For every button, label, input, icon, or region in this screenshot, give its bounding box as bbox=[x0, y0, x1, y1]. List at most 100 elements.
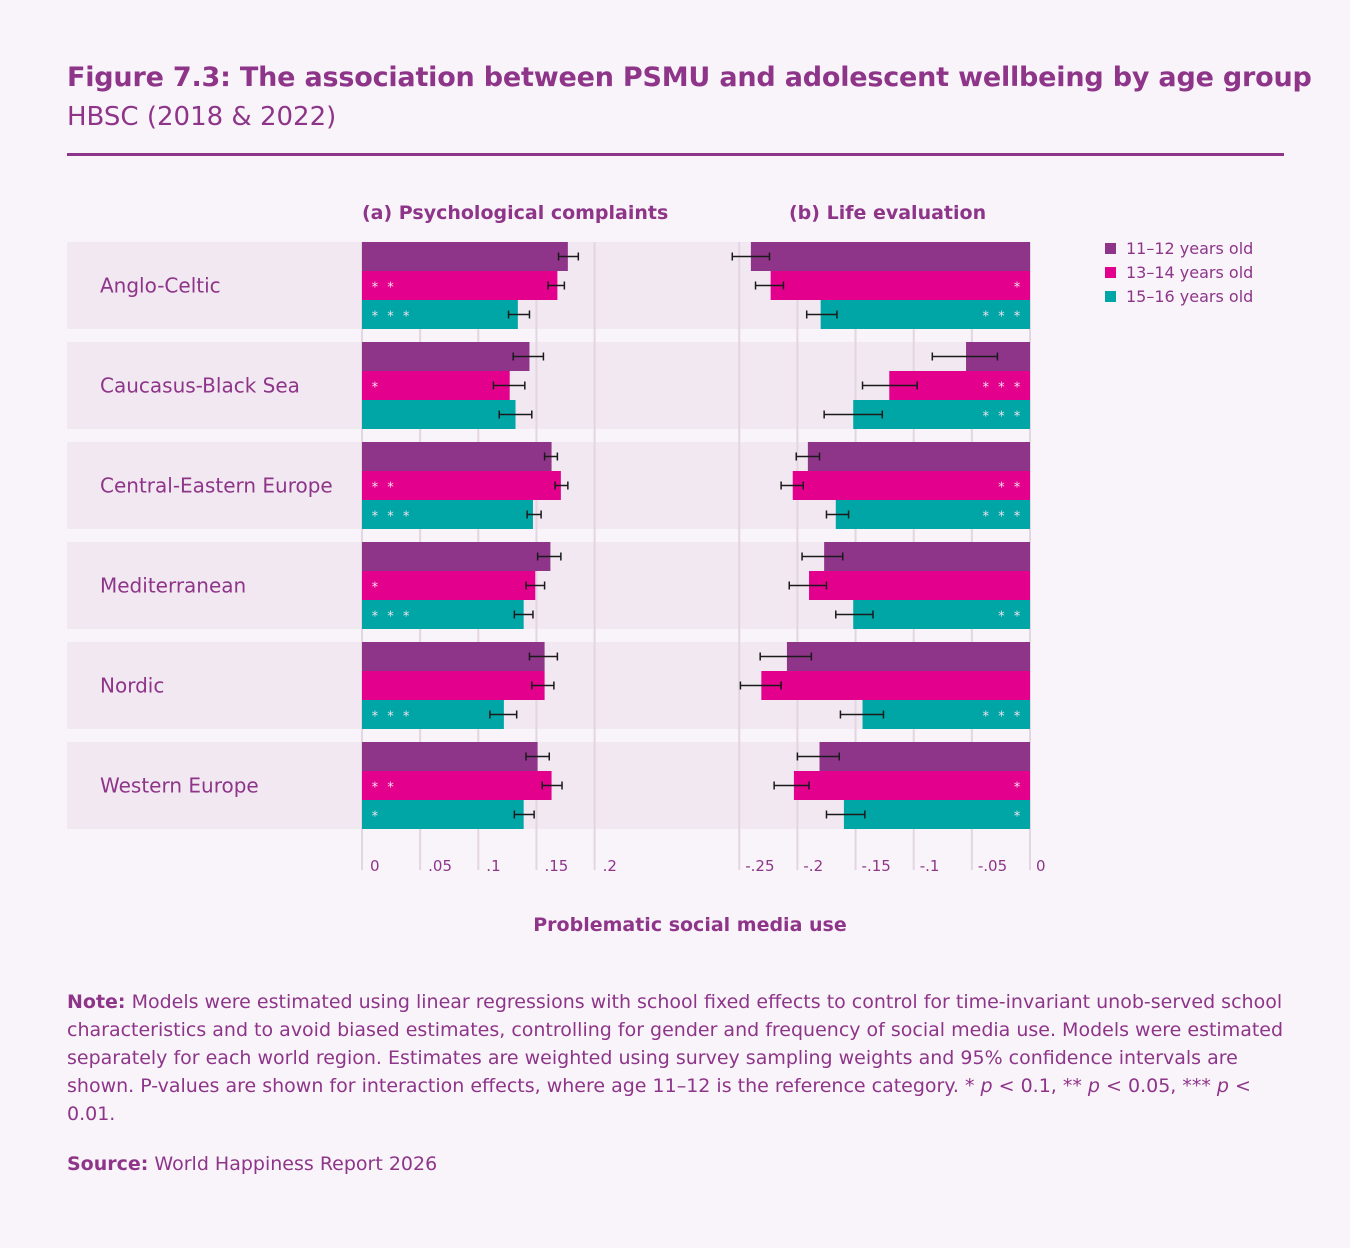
note-text-4: < 0.01. bbox=[67, 1075, 1251, 1125]
region-labels: Anglo-Celtic Caucasus-Black Sea Central-Ea… bbox=[100, 274, 333, 798]
significance-stars: * * * bbox=[371, 510, 410, 525]
significance-stars: * bbox=[1013, 810, 1021, 825]
significance-stars: * bbox=[1013, 781, 1021, 796]
bar bbox=[362, 371, 510, 400]
bar bbox=[362, 500, 533, 529]
note-text-3: < 0.05, *** bbox=[1099, 1075, 1217, 1097]
bar bbox=[362, 671, 545, 700]
bar bbox=[819, 742, 1030, 771]
note-p2: p bbox=[1087, 1075, 1100, 1097]
legend-swatch bbox=[1105, 243, 1116, 254]
x-axis-label: Problematic social media use bbox=[533, 914, 846, 936]
significance-stars: * bbox=[371, 581, 379, 596]
tick-label-b: 0 bbox=[1036, 857, 1046, 875]
note-p3: p bbox=[1216, 1075, 1229, 1097]
bar bbox=[824, 542, 1030, 571]
panel-title-b: (b) Life evaluation bbox=[789, 202, 986, 224]
tick-label-b: -.25 bbox=[745, 857, 774, 875]
bar bbox=[362, 700, 504, 729]
note-text-2: < 0.1, ** bbox=[992, 1075, 1088, 1097]
tick-label-b: -.05 bbox=[978, 857, 1007, 875]
significance-stars: * bbox=[371, 810, 379, 825]
region-label: Nordic bbox=[100, 674, 164, 698]
region-label: Caucasus-Black Sea bbox=[100, 374, 300, 398]
bar bbox=[362, 400, 516, 429]
figure-title: Figure 7.3: The association between PSMU… bbox=[67, 62, 1312, 93]
note: Note: Models were estimated using linear… bbox=[67, 988, 1292, 1128]
tick-label-a: .1 bbox=[486, 857, 500, 875]
bar bbox=[809, 571, 1030, 600]
region-label: Mediterranean bbox=[100, 574, 246, 598]
significance-stars: * * * bbox=[982, 310, 1021, 325]
significance-stars: * * * bbox=[982, 510, 1021, 525]
source-label: Source: bbox=[67, 1153, 149, 1175]
bar bbox=[362, 471, 561, 500]
significance-stars: * bbox=[1013, 281, 1021, 296]
significance-stars: * * bbox=[371, 781, 394, 796]
bar bbox=[750, 242, 1030, 271]
tick-label-a: .2 bbox=[603, 857, 617, 875]
region-label: Anglo-Celtic bbox=[100, 274, 221, 298]
source: Source: World Happiness Report 2026 bbox=[67, 1153, 437, 1175]
bar bbox=[362, 800, 524, 829]
bar bbox=[362, 342, 530, 371]
bar bbox=[362, 742, 538, 771]
legend-label: 11–12 years old bbox=[1126, 239, 1253, 258]
legend-label: 15–16 years old bbox=[1126, 287, 1253, 306]
figure-subtitle: HBSC (2018 & 2022) bbox=[67, 102, 337, 132]
region-bands bbox=[67, 242, 1030, 829]
bar bbox=[362, 642, 545, 671]
region-label: Central-Eastern Europe bbox=[100, 474, 333, 498]
significance-stars: * * * bbox=[371, 610, 410, 625]
bar bbox=[362, 600, 524, 629]
title-divider bbox=[67, 153, 1284, 156]
tick-label-b: -.1 bbox=[920, 857, 940, 875]
tick-labels: 0 .05 .1 .15 .2 -.25 -.2 -.15 -.1 -.05 0 bbox=[370, 857, 1046, 875]
note-p1: p bbox=[980, 1075, 993, 1097]
legend-swatch bbox=[1105, 267, 1116, 278]
bar bbox=[362, 300, 518, 329]
legend-swatch bbox=[1105, 291, 1116, 302]
panel-title-a: (a) Psychological complaints bbox=[362, 202, 668, 224]
bar bbox=[362, 771, 552, 800]
bar bbox=[770, 271, 1030, 300]
bar bbox=[853, 600, 1030, 629]
significance-stars: * * bbox=[998, 610, 1021, 625]
bar bbox=[362, 271, 558, 300]
significance-stars: * * bbox=[998, 481, 1021, 496]
significance-stars: * * bbox=[371, 281, 394, 296]
bar bbox=[362, 442, 552, 471]
bar bbox=[362, 242, 568, 271]
region-label: Western Europe bbox=[100, 774, 259, 798]
significance-stars: * * * bbox=[982, 381, 1021, 396]
bar bbox=[835, 500, 1030, 529]
bar bbox=[786, 642, 1030, 671]
bar bbox=[843, 800, 1030, 829]
legend: 11–12 years old 13–14 years old 15–16 year… bbox=[1105, 239, 1253, 306]
bar bbox=[807, 442, 1030, 471]
note-text-1: Models were estimated using linear regre… bbox=[67, 991, 1284, 1097]
source-text: World Happiness Report 2026 bbox=[148, 1153, 438, 1175]
significance-stars: * * * bbox=[982, 710, 1021, 725]
significance-stars: * * * bbox=[371, 310, 410, 325]
bar bbox=[820, 300, 1030, 329]
tick-label-a: .05 bbox=[428, 857, 452, 875]
significance-stars: * bbox=[371, 381, 379, 396]
bar bbox=[362, 542, 551, 571]
tick-label-a: .15 bbox=[544, 857, 568, 875]
chart: * * * * * * * * * * * * * * * * * * * * * * * * * * … bbox=[67, 202, 1253, 936]
bar bbox=[793, 771, 1030, 800]
note-label: Note: bbox=[67, 991, 126, 1013]
significance-stars: * * * bbox=[371, 710, 410, 725]
tick-label-a: 0 bbox=[370, 857, 380, 875]
bar bbox=[761, 671, 1030, 700]
bar bbox=[862, 700, 1030, 729]
legend-label: 13–14 years old bbox=[1126, 263, 1253, 282]
significance-stars: * * * bbox=[982, 410, 1021, 425]
significance-stars: * * bbox=[371, 481, 394, 496]
tick-label-b: -.2 bbox=[803, 857, 823, 875]
bars: * * * * * * * * * * * * * * * * * * * * * * * * * * … bbox=[362, 242, 1030, 829]
tick-label-b: -.15 bbox=[862, 857, 891, 875]
bar bbox=[792, 471, 1030, 500]
bar bbox=[362, 571, 536, 600]
